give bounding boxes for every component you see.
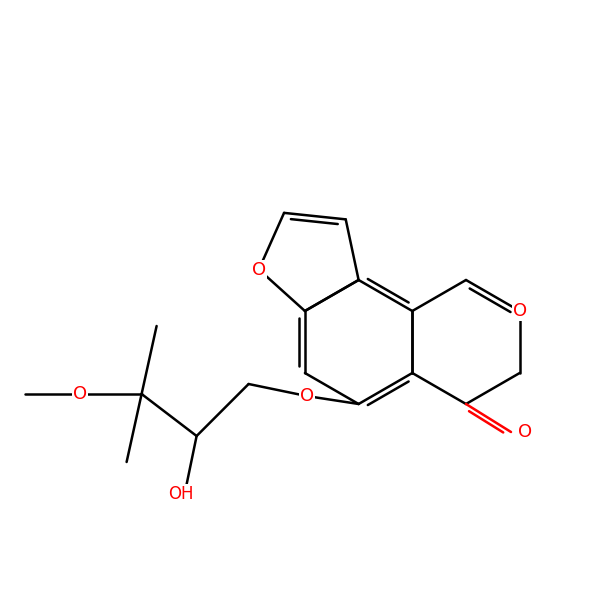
Text: OH: OH (168, 485, 193, 503)
Text: O: O (299, 387, 314, 405)
Text: O: O (512, 302, 527, 320)
Text: O: O (252, 260, 266, 278)
Text: O: O (518, 423, 532, 441)
Text: O: O (73, 385, 86, 403)
